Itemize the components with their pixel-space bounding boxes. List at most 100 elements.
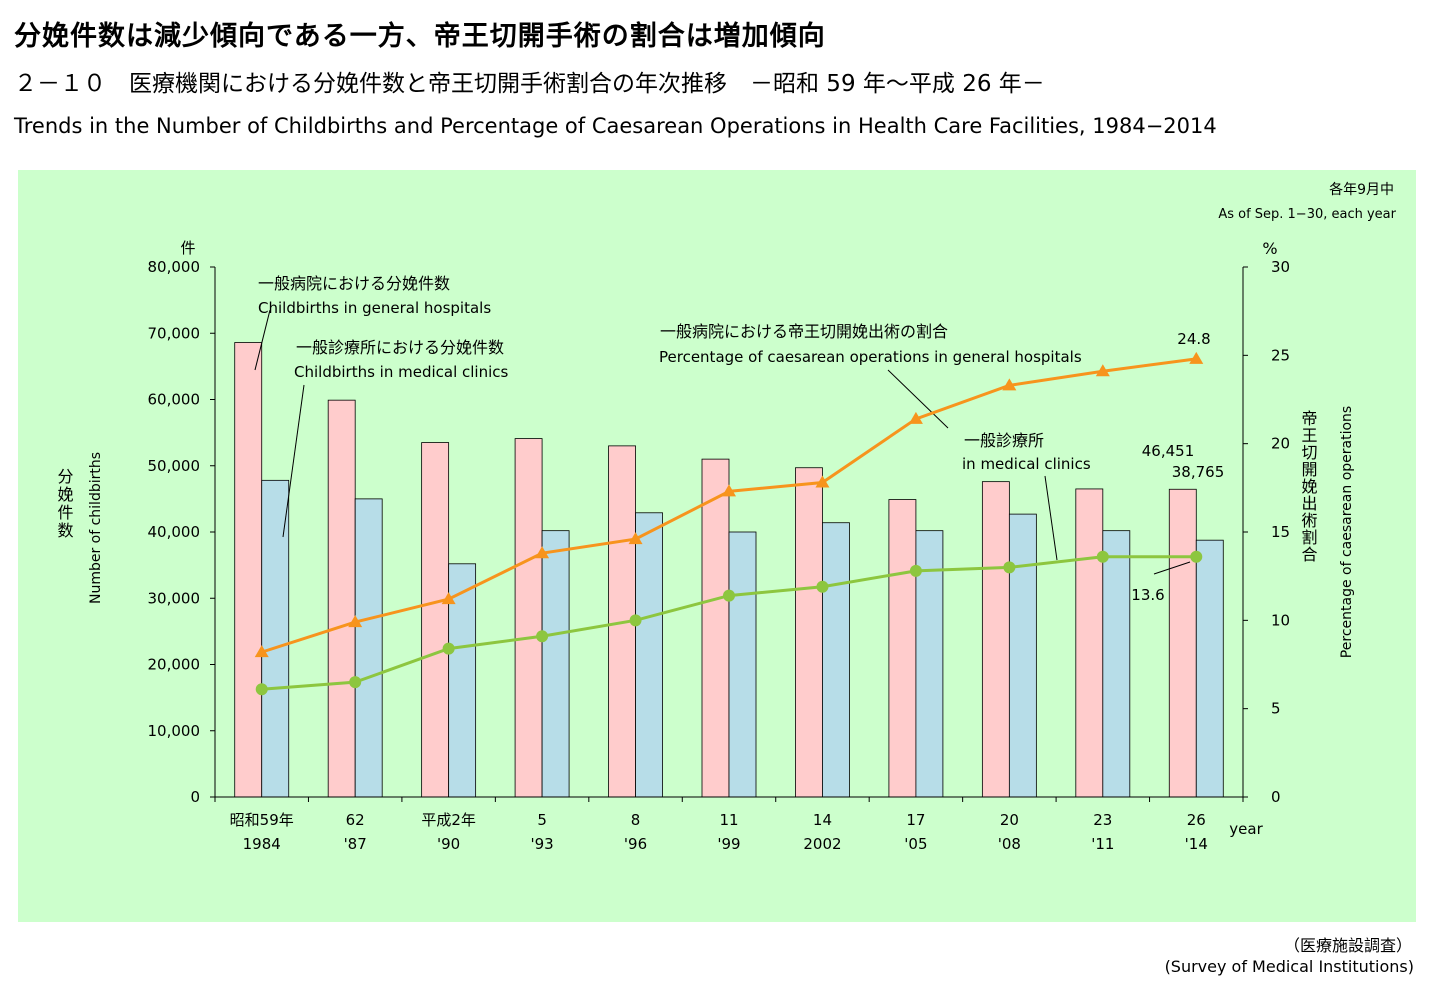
left-axis-tick-label: 70,000 [148, 324, 201, 342]
right-axis-tick-label: 20 [1271, 435, 1290, 453]
bar-hospital-births [981, 481, 1010, 798]
right-axis-tick-label: 10 [1271, 611, 1290, 629]
x-axis-label-jp: 17 [906, 811, 925, 829]
bar-clinic-births [354, 498, 383, 798]
legend-hospital-births-jp: 一般病院における分娩件数 [258, 274, 450, 293]
bar-hospital-births [1168, 488, 1197, 798]
x-axis-label-jp: 20 [1000, 811, 1019, 829]
legend-hospital-pct-jp: 一般病院における帝王切開娩出術の割合 [660, 322, 948, 341]
x-axis-label-en: '05 [904, 835, 927, 853]
x-axis-label-jp: 11 [719, 811, 738, 829]
marker-clinic-caesarean-pct [1190, 550, 1203, 563]
leader-clinic-pct-last [1153, 561, 1191, 575]
legend-hospital-births-en: Childbirths in general hospitals [258, 299, 491, 317]
data-label-clinic-pct-last: 13.6 [1131, 586, 1164, 604]
legend-clinic-pct-en: in medical clinics [962, 455, 1091, 473]
childbirth-caesarean-chart: 0 10,000 20,000 30,000 40,000 50,000 60,000 70,… [55, 182, 1397, 853]
legend-clinic-births-jp: 一般診療所における分娩件数 [296, 338, 504, 357]
bar-hospital-births [234, 342, 263, 798]
leader-hospital-pct [887, 369, 949, 429]
bar-hospital-births [795, 467, 823, 798]
bar-clinic-births [261, 479, 290, 798]
page-title: 分娩件数は減少傾向である一方、帝王切開手術の割合は増加傾向 [14, 21, 826, 52]
bar-clinic-births [728, 531, 757, 798]
leader-clinic-births [282, 384, 305, 538]
data-label-hospital-births-last: 46,451 [1142, 442, 1195, 460]
source-note-jp: （医療施設調査） [1283, 936, 1412, 955]
x-axis-label-en: '11 [1091, 835, 1114, 853]
marker-clinic-caesarean-pct [536, 630, 549, 643]
right-axis-title-jp: 帝王切開娩出術割合 [1299, 410, 1318, 563]
marker-hospital-caesarean-pct [908, 411, 923, 424]
right-axis-tick-label: 30 [1271, 258, 1290, 276]
marker-clinic-caesarean-pct [723, 589, 735, 602]
legend-clinic-births-en: Childbirths in medical clinics [294, 363, 509, 381]
x-axis-label-en: '96 [624, 835, 647, 853]
right-axis-tick-label: 5 [1271, 700, 1281, 718]
x-axis-label-jp: 26 [1187, 811, 1206, 829]
x-axis-label-en: 2002 [803, 835, 841, 853]
x-axis-label-en: '87 [344, 835, 367, 853]
marker-hospital-caesarean-pct [628, 532, 643, 545]
left-axis-title-en: Number of childbirths [88, 452, 104, 604]
bar-clinic-births [1102, 530, 1131, 798]
left-axis-unit: 件 [180, 239, 195, 257]
left-axis-tick-label: 20,000 [148, 656, 201, 674]
bar-hospital-births [421, 442, 450, 798]
bar-hospital-births [888, 499, 917, 798]
bar-clinic-births [822, 522, 850, 798]
x-axis-label-jp: 5 [537, 811, 547, 829]
figure-subtitle-en: Trends in the Number of Childbirths and … [14, 114, 1217, 138]
left-axis-tick-label: 10,000 [148, 722, 201, 740]
x-axis-label-en: '90 [437, 835, 460, 853]
legend-clinic-pct-jp: 一般診療所 [964, 431, 1044, 450]
leader-hospital-births [254, 309, 271, 371]
bar-clinic-births [1008, 513, 1037, 798]
left-axis-tick-label: 50,000 [148, 457, 201, 475]
marker-clinic-caesarean-pct [1003, 561, 1016, 574]
marker-clinic-caesarean-pct [629, 614, 642, 627]
left-axis-tick-label: 0 [190, 788, 200, 806]
x-axis-label-jp: 8 [631, 811, 641, 829]
bar-clinic-births [915, 530, 944, 798]
chart-note-en: As of Sep. 1−30, each year [1218, 207, 1396, 222]
left-axis-tick-label: 40,000 [148, 523, 201, 541]
left-axis-tick-label: 80,000 [148, 258, 201, 276]
marker-clinic-caesarean-pct [1096, 550, 1109, 563]
x-axis-unit: year [1229, 820, 1263, 838]
right-axis-title-en: Percentage of caesarean operations [1339, 406, 1355, 658]
x-axis-label-en: '93 [530, 835, 553, 853]
source-note-en: (Survey of Medical Institutions) [1164, 957, 1414, 976]
left-axis-tick-label: 30,000 [148, 589, 201, 607]
x-axis-label-en: '08 [998, 835, 1021, 853]
x-axis-label-jp: 23 [1093, 811, 1112, 829]
bar-clinic-births [541, 530, 570, 798]
x-axis-label-jp: 62 [346, 811, 365, 829]
marker-clinic-caesarean-pct [349, 676, 362, 689]
x-axis-label-jp: 14 [813, 811, 832, 829]
marker-clinic-caesarean-pct [816, 580, 829, 593]
bar-clinic-births [635, 512, 663, 798]
bar-hospital-births [514, 438, 543, 798]
marker-hospital-caesarean-pct [348, 615, 363, 628]
marker-hospital-caesarean-pct [441, 592, 456, 605]
leader-clinic-pct [1044, 475, 1058, 561]
bar-hospital-births [327, 399, 356, 798]
marker-hospital-caesarean-pct [1189, 351, 1204, 364]
figure-subtitle-jp: ２－１０ 医療機関における分娩件数と帝王切開手術割合の年次推移 －昭和 59 年… [14, 71, 1045, 97]
right-axis-tick-label: 25 [1271, 346, 1290, 364]
bar-hospital-births [1075, 488, 1104, 798]
marker-clinic-caesarean-pct [255, 683, 268, 696]
right-axis-tick-label: 15 [1271, 523, 1290, 541]
marker-hospital-caesarean-pct [254, 645, 269, 658]
x-axis-label-en: '14 [1185, 835, 1208, 853]
data-label-hospital-pct-last: 24.8 [1177, 330, 1210, 348]
x-axis-label-jp: 平成2年 [421, 811, 476, 829]
bar-hospital-births [701, 458, 730, 798]
chart-panel: 0 10,000 20,000 30,000 40,000 50,000 60,000 70,… [18, 170, 1416, 922]
chart-note-jp: 各年9月中 [1329, 182, 1394, 198]
marker-hospital-caesarean-pct [1002, 378, 1017, 391]
right-axis-unit: % [1262, 239, 1277, 258]
right-axis-tick-label: 0 [1271, 788, 1281, 806]
marker-clinic-caesarean-pct [442, 642, 455, 655]
